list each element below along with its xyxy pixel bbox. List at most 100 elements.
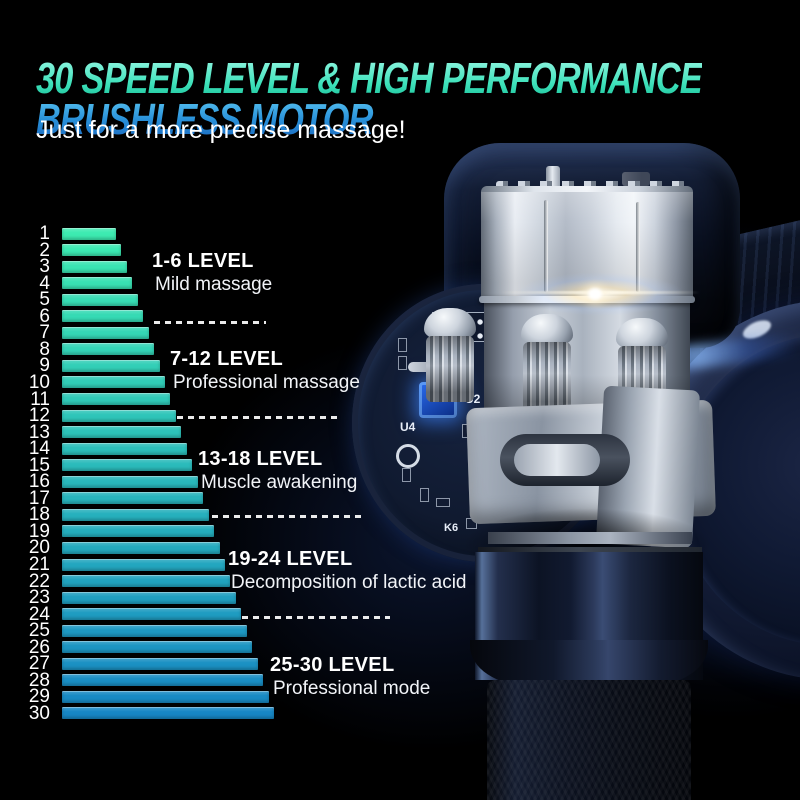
group-label-13-18: 13-18 LEVEL Muscle awakening: [198, 448, 357, 494]
pcb-component: [398, 356, 407, 370]
speed-level-number: 28: [28, 669, 50, 691]
speed-level-row: 9: [12, 355, 160, 377]
group-label-25-30: 25-30 LEVEL Professional mode: [270, 654, 430, 700]
speed-level-bar: [62, 657, 258, 670]
speed-level-row: 22: [12, 570, 231, 592]
speed-level-number: 26: [28, 636, 50, 658]
speed-level-number: 4: [39, 272, 50, 294]
speed-level-bar: [62, 690, 269, 703]
speed-level-row: 19: [12, 520, 215, 542]
speed-level-number: 22: [28, 570, 50, 592]
group-range: 25-30 LEVEL: [270, 654, 395, 676]
speed-level-row: 6: [12, 305, 144, 327]
speed-level-number: 19: [28, 520, 50, 542]
speed-level-bar: [62, 310, 144, 323]
speed-level-row: 24: [12, 603, 242, 625]
body-collar: [470, 640, 708, 686]
frame-strip: [488, 532, 692, 544]
dashed-separator-3: [212, 515, 364, 518]
pcb-label-k6: K6: [444, 522, 459, 534]
speed-level-bar: [62, 475, 198, 488]
speed-level-bar: [62, 492, 204, 505]
group-label-19-24: 19-24 LEVEL Decomposition of lactic acid: [228, 548, 467, 594]
pcb-component: [398, 338, 407, 352]
speed-level-row: 23: [12, 587, 236, 609]
dome-bolt: [521, 314, 573, 346]
speed-level-number: 3: [39, 256, 50, 278]
speed-level-bar: [62, 277, 133, 290]
pcb-ring-pad: [396, 444, 420, 468]
speed-level-number: 25: [28, 620, 50, 642]
speed-level-number: 17: [28, 487, 50, 509]
speed-level-bar: [62, 409, 176, 422]
group-description: Professional massage: [173, 372, 360, 393]
pcb-trace: [408, 362, 442, 372]
motor-groove: [636, 202, 640, 292]
speed-level-row: 2: [12, 239, 122, 261]
speed-level-number: 23: [28, 587, 50, 609]
knurled-standoff: [523, 342, 571, 412]
speed-level-bar: [62, 674, 264, 687]
pcb-component: [436, 498, 450, 507]
dome-bolt: [424, 308, 476, 340]
speed-level-bar: [62, 525, 215, 538]
speed-level-row: 7: [12, 323, 149, 342]
speed-level-bar: [62, 608, 242, 621]
group-description: Decomposition of lactic acid: [231, 572, 467, 593]
group-description: Professional mode: [273, 678, 431, 699]
speed-level-bar: [62, 624, 247, 637]
speed-level-bar: [62, 359, 160, 372]
speed-level-row: 18: [12, 504, 209, 526]
group-description: Mild massage: [155, 274, 273, 295]
speed-level-number: 2: [39, 239, 50, 261]
speed-level-number: 14: [28, 438, 50, 460]
speed-level-number: 12: [28, 405, 50, 427]
speed-level-number: 5: [39, 289, 50, 311]
speed-level-number: 30: [28, 702, 50, 724]
bracket-slot-pin: [514, 444, 600, 476]
group-range: 7-12 LEVEL: [170, 348, 284, 370]
dome-bolt: [616, 318, 668, 350]
speed-level-bar: [62, 459, 193, 472]
speed-level-row: 29: [12, 686, 269, 708]
speed-level-number: 16: [28, 471, 50, 493]
speed-level-bar: [62, 227, 116, 240]
speed-level-bar: [62, 558, 225, 571]
speed-level-row: 5: [12, 289, 138, 311]
speed-level-row: 1: [12, 224, 116, 243]
speed-level-row: 8: [12, 340, 155, 359]
speed-level-number: 15: [28, 454, 50, 476]
speed-level-bar: [62, 244, 122, 257]
speed-level-bar: [62, 376, 165, 389]
dashed-separator-4: [242, 616, 390, 619]
motor-groove: [544, 200, 548, 292]
speed-level-row: 13: [12, 421, 182, 443]
speed-level-bar: [62, 426, 182, 439]
dashed-separator-2: [177, 416, 337, 419]
pcb-component: [402, 468, 411, 482]
speed-level-row: 3: [12, 256, 127, 278]
speed-level-number: 24: [28, 603, 50, 625]
speed-level-row: 28: [12, 669, 264, 691]
motor-top-nubs: [496, 181, 686, 189]
group-description: Muscle awakening: [201, 472, 358, 493]
speed-level-bar: [62, 260, 127, 273]
speed-level-bar: [62, 442, 187, 455]
speed-level-number: 29: [28, 686, 50, 708]
speed-level-bar: [62, 293, 138, 306]
group-range: 1-6 LEVEL: [152, 250, 254, 272]
speed-level-number: 13: [28, 421, 50, 443]
pcb-component: [420, 488, 429, 502]
speed-level-row: 20: [12, 538, 220, 557]
speed-level-row: 16: [12, 471, 198, 493]
speed-level-number: 9: [39, 355, 50, 377]
speed-level-number: 6: [39, 305, 50, 327]
group-range: 13-18 LEVEL: [198, 448, 323, 470]
speed-level-row: 14: [12, 438, 187, 460]
motor-top-rim: [481, 186, 693, 196]
speed-level-number: 18: [28, 504, 50, 526]
speed-level-bar: [62, 541, 220, 554]
speed-level-bar: [62, 343, 155, 356]
speed-level-bar: [62, 575, 231, 588]
